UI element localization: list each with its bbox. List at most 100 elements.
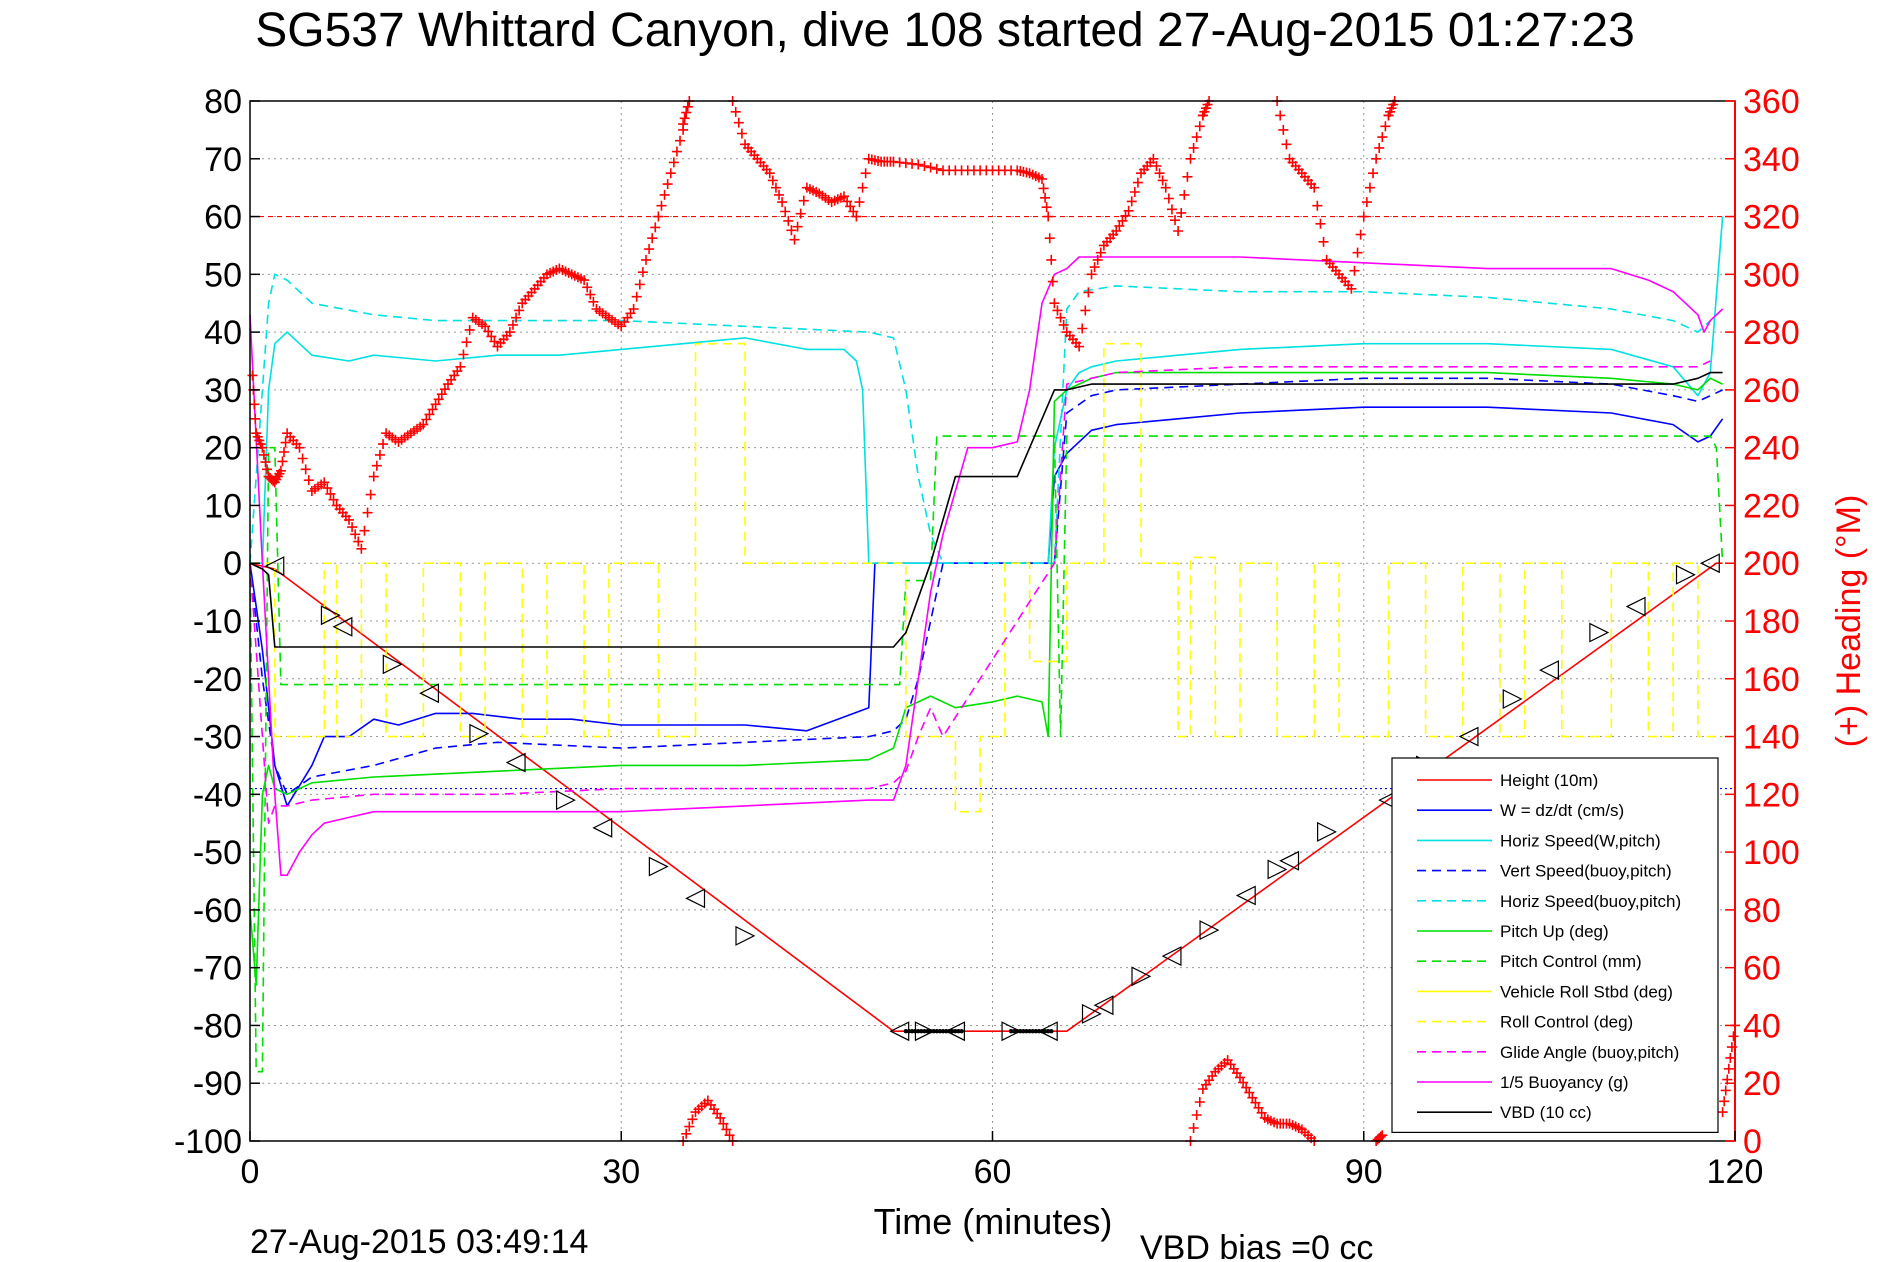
bottom-marker (1033, 1029, 1039, 1034)
heading-marker (418, 419, 429, 430)
heading-marker (1058, 319, 1069, 330)
heading-marker (647, 233, 658, 244)
heading-marker (1281, 139, 1292, 150)
heading-marker (783, 215, 794, 226)
heading-marker (325, 488, 336, 499)
heading-marker (1095, 247, 1106, 258)
heading-marker (1052, 305, 1063, 316)
heading-marker (1346, 283, 1357, 294)
y2-tick-label: 100 (1743, 834, 1800, 872)
heading-marker (359, 525, 370, 536)
bottom-marker (909, 1029, 915, 1034)
heading-marker (350, 529, 361, 540)
y-tick-label: 30 (204, 372, 242, 410)
bottom-marker (934, 1029, 940, 1034)
legend-label: Pitch Up (deg) (1500, 922, 1609, 941)
heading-marker (421, 414, 432, 425)
bottom-marker (1039, 1029, 1045, 1034)
heading-marker (458, 349, 469, 360)
chart-title: SG537 Whittard Canyon, dive 108 started … (255, 4, 1635, 57)
heading-marker (507, 319, 518, 330)
heading-marker (1151, 161, 1162, 171)
heading-marker (1358, 211, 1369, 222)
y2-tick-label: 40 (1743, 1007, 1781, 1045)
triangle-marker (1081, 1003, 1102, 1024)
heading-marker (1038, 183, 1049, 194)
heading-marker (919, 161, 930, 171)
bottom-marker (1018, 1029, 1023, 1034)
y-tick-label: 70 (204, 141, 242, 179)
footer-vbd-bias: VBD bias =0 cc (1140, 1229, 1373, 1262)
heading-marker (374, 449, 385, 460)
y2-tick-label: 240 (1743, 430, 1800, 468)
heading-marker (1037, 174, 1047, 184)
x-axis-label: Time (minutes) (874, 1201, 1113, 1242)
heading-marker (486, 331, 497, 342)
bottom-marker (903, 1029, 909, 1034)
heading-marker (1185, 153, 1196, 164)
heading-marker (1250, 1097, 1261, 1108)
heading-marker (1315, 218, 1326, 229)
heading-marker (1377, 1130, 1388, 1141)
y-tick-label: -10 (193, 603, 242, 641)
heading-marker (931, 163, 942, 174)
heading-marker (504, 327, 515, 338)
heading-marker (1352, 247, 1363, 258)
heading-marker (1086, 269, 1097, 280)
heading-marker (1074, 341, 1085, 352)
heading-marker (1312, 200, 1323, 211)
y2-tick-label: 300 (1743, 256, 1800, 294)
heading-marker (780, 206, 791, 217)
x-tick-label: 120 (1707, 1153, 1764, 1191)
heading-marker (1173, 226, 1184, 236)
reference-lines (250, 215, 1735, 790)
triangle-marker (419, 683, 440, 704)
heading-marker (368, 471, 379, 482)
heading-marker (1160, 182, 1171, 193)
y-axis-right: 3603403203002802602402202001801601401201… (1725, 83, 1800, 1161)
heading-marker (356, 543, 367, 554)
y-tick-label: 50 (204, 256, 242, 294)
heading-marker (378, 439, 389, 450)
heading-marker (1179, 189, 1190, 200)
heading-marker (455, 361, 466, 372)
triangle-marker (1001, 1021, 1022, 1042)
heading-marker (1126, 196, 1137, 207)
bottom-marker (922, 1029, 927, 1034)
series-layer (247, 96, 1740, 1146)
heading-marker (1188, 142, 1199, 153)
heading-marker (684, 1121, 695, 1132)
heading-marker (262, 464, 273, 475)
x-tick-label: 60 (974, 1153, 1012, 1191)
triangle-marker (1317, 821, 1337, 842)
bottom-marker (919, 1029, 924, 1034)
series-line-4 (249, 273, 1711, 565)
y-axis-left: 80 70 60 50 40 30 20 10 0 -10 -20 -30 -40 -50 -60 -70 -8… (174, 83, 260, 1161)
y-tick-label: -80 (193, 1007, 242, 1045)
bottom-marker (912, 1029, 918, 1034)
heading-marker (1275, 110, 1286, 121)
heading-marker (1361, 197, 1372, 208)
y2-tick-label: 0 (1743, 1123, 1762, 1161)
heading-marker (913, 159, 924, 170)
triangle-marker (1458, 726, 1479, 747)
heading-marker (1176, 207, 1187, 218)
footer-timestamp: 27-Aug-2015 03:49:14 (250, 1223, 588, 1261)
heading-marker (1170, 215, 1181, 226)
heading-marker (1377, 132, 1388, 143)
series-line-9 (249, 360, 1711, 825)
heading-marker (679, 113, 690, 124)
heading-marker (1244, 1087, 1255, 1098)
triangle-marker (1235, 885, 1256, 906)
heading-marker (665, 168, 676, 179)
heading-marker (1089, 262, 1100, 273)
heading-marker (1235, 1072, 1245, 1083)
bottom-marker (959, 1029, 964, 1034)
bottom-marker (1024, 1029, 1029, 1034)
heading-marker (1111, 226, 1122, 236)
y2-tick-label: 20 (1743, 1065, 1781, 1103)
bottom-marker (1011, 1029, 1017, 1034)
heading-marker (439, 384, 450, 395)
heading-marker (631, 291, 642, 302)
series-line-10 (249, 256, 1724, 877)
